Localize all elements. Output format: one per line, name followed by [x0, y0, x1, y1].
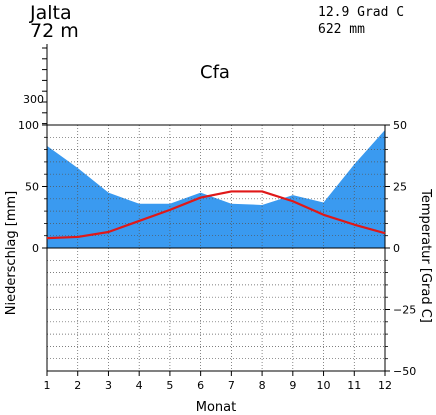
x-axis-label: 8: [259, 379, 266, 392]
x-axis-label: 9: [289, 379, 296, 392]
right-axis-label: −50: [393, 365, 416, 378]
x-axis-label: 1: [44, 379, 51, 392]
left-axis-label: 50: [25, 181, 39, 194]
x-axis-label: 11: [347, 379, 361, 392]
station-elevation: 72 m: [30, 20, 79, 42]
x-axis-label: 2: [74, 379, 81, 392]
left-axis-label-300: 300: [23, 93, 44, 106]
left-axis-label: 100: [18, 119, 39, 132]
mean-temperature: 12.9 Grad C: [318, 5, 405, 20]
right-axis-label: 50: [393, 119, 407, 132]
annual-precipitation: 622 mm: [318, 22, 365, 37]
x-axis-label: 6: [197, 379, 204, 392]
x-axis-label: 12: [378, 379, 392, 392]
right-axis-label: 0: [393, 242, 400, 255]
right-axis-title: Temperatur [Grad C]: [418, 188, 433, 323]
left-axis-title: Niederschlag [mm]: [4, 191, 19, 316]
x-axis-label: 5: [166, 379, 173, 392]
x-axis-label: 4: [136, 379, 143, 392]
temperature-line: [46, 190, 386, 240]
x-axis-label: 3: [105, 379, 112, 392]
x-axis-title: Monat: [196, 400, 236, 415]
left-axis-label: 0: [32, 242, 39, 255]
precipitation-area: [47, 129, 385, 248]
right-axis-label: 25: [393, 181, 407, 194]
x-axis-label: 7: [228, 379, 235, 392]
x-axis-label: 10: [317, 379, 331, 392]
climate-classification: Cfa: [200, 62, 230, 83]
right-axis-label: −25: [393, 304, 416, 317]
station-name: Jalta: [30, 2, 72, 24]
